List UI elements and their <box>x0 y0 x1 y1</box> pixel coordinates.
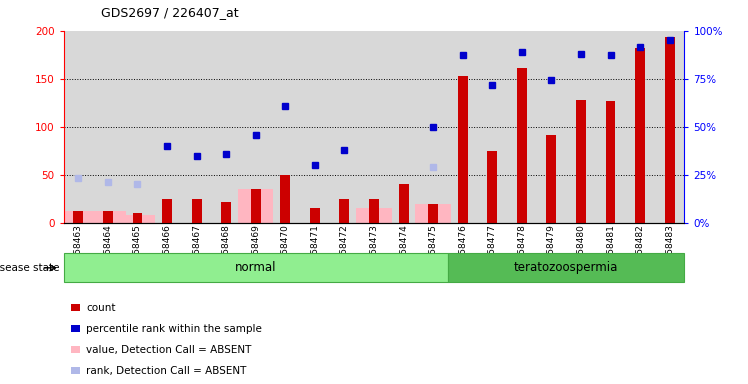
Bar <box>458 76 468 223</box>
Bar <box>428 204 438 223</box>
Bar <box>64 253 448 282</box>
Bar <box>487 151 497 223</box>
Bar <box>162 199 172 223</box>
Text: normal: normal <box>235 262 277 274</box>
Bar <box>120 215 156 223</box>
Bar <box>536 31 566 223</box>
Bar <box>191 199 202 223</box>
Bar <box>399 184 408 223</box>
Text: value, Detection Call = ABSENT: value, Detection Call = ABSENT <box>86 345 251 355</box>
Bar <box>238 189 274 223</box>
Bar <box>212 31 241 223</box>
Bar <box>241 31 271 223</box>
Bar <box>566 31 595 223</box>
Bar <box>73 211 83 223</box>
Bar <box>310 208 320 223</box>
Bar <box>340 199 349 223</box>
Text: percentile rank within the sample: percentile rank within the sample <box>86 324 262 334</box>
Text: rank, Detection Call = ABSENT: rank, Detection Call = ABSENT <box>86 366 246 376</box>
Bar <box>625 31 654 223</box>
Bar <box>418 31 448 223</box>
Bar <box>330 31 359 223</box>
Bar <box>448 253 684 282</box>
Bar <box>389 31 418 223</box>
Bar <box>369 199 379 223</box>
Bar <box>221 202 231 223</box>
Bar <box>595 31 625 223</box>
Bar <box>123 31 153 223</box>
Bar <box>665 38 675 223</box>
Bar <box>300 31 330 223</box>
Bar <box>182 31 212 223</box>
Bar <box>635 48 645 223</box>
Text: teratozoospermia: teratozoospermia <box>514 262 619 274</box>
Bar <box>477 31 507 223</box>
Bar <box>251 189 261 223</box>
Bar <box>507 31 536 223</box>
Bar <box>415 204 451 223</box>
Bar <box>271 31 300 223</box>
Text: disease state: disease state <box>0 263 60 273</box>
Bar <box>132 213 142 223</box>
Bar <box>359 31 389 223</box>
Bar <box>517 68 527 223</box>
Bar <box>153 31 182 223</box>
Bar <box>94 31 123 223</box>
Bar <box>91 211 126 223</box>
Bar <box>576 100 586 223</box>
Bar <box>546 136 557 223</box>
Bar <box>64 31 94 223</box>
Bar <box>280 175 290 223</box>
Bar <box>61 211 96 223</box>
Bar <box>448 31 477 223</box>
Bar <box>654 31 684 223</box>
Bar <box>606 101 616 223</box>
Bar <box>356 208 392 223</box>
Bar <box>103 211 113 223</box>
Text: GDS2697 / 226407_at: GDS2697 / 226407_at <box>101 6 239 19</box>
Text: count: count <box>86 303 115 313</box>
